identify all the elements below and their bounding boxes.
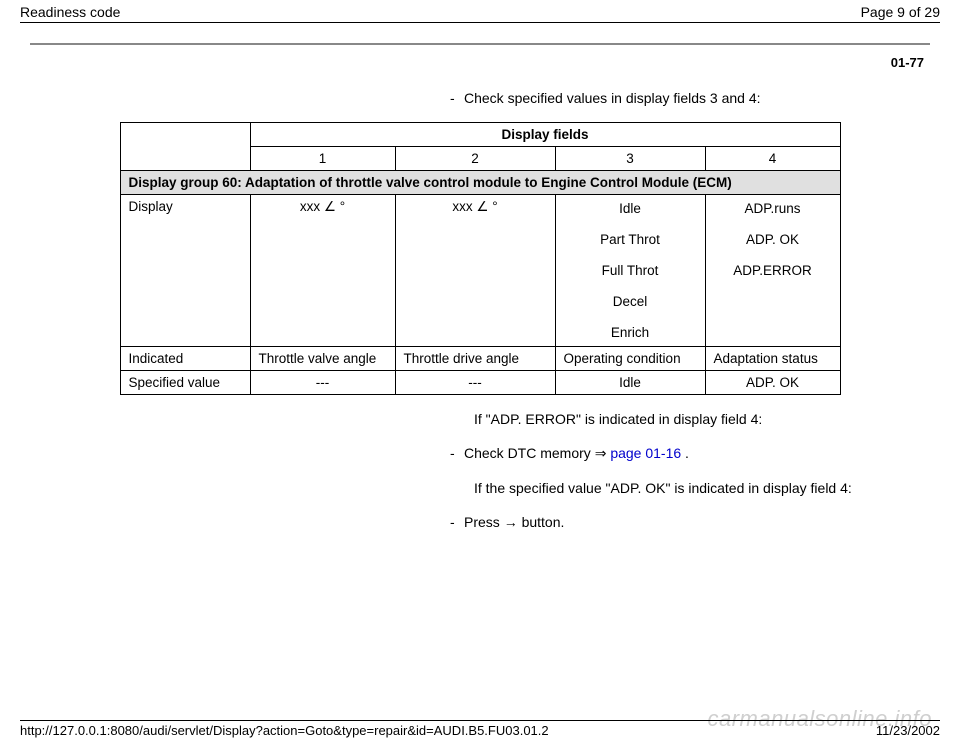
col-4: 4 (705, 147, 840, 171)
row-display-label: Display (120, 195, 250, 347)
row-display-c1: xxx ∠ ° (250, 195, 395, 347)
row-indicated-c2: Throttle drive angle (395, 347, 555, 371)
row-spec-c3: Idle (555, 371, 705, 395)
c3-v3: Decel (564, 292, 697, 323)
row-indicated-c1: Throttle valve angle (250, 347, 395, 371)
header-title: Readiness code (20, 4, 120, 20)
page-code: 01-77 (30, 55, 930, 70)
row-spec-c4: ADP. OK (705, 371, 840, 395)
c4-v1: ADP. OK (714, 230, 832, 261)
c4-v0: ADP.runs (714, 199, 832, 230)
row-spec-c1: --- (250, 371, 395, 395)
row-display-c3: Idle Part Throt Full Throt Decel Enrich (555, 195, 705, 347)
content-top-rule (30, 43, 930, 45)
bullet-dash: - (450, 445, 464, 462)
post-b2-pre: Press (464, 514, 504, 530)
post-p1: If "ADP. ERROR" is indicated in display … (450, 411, 930, 427)
c3-v4: Enrich (564, 323, 697, 342)
c4-v2: ADP.ERROR (714, 261, 832, 280)
row-display-c4: ADP.runs ADP. OK ADP.ERROR (705, 195, 840, 347)
row-indicated-c4: Adaptation status (705, 347, 840, 371)
row-indicated-c3: Operating condition (555, 347, 705, 371)
c3-v1: Part Throt (564, 230, 697, 261)
footer-date: 11/23/2002 (876, 723, 940, 738)
footer-url: http://127.0.0.1:8080/audi/servlet/Displ… (20, 723, 549, 738)
table-title: Display fields (250, 123, 840, 147)
right-arrow-icon: → (504, 514, 518, 530)
table-corner (120, 123, 250, 171)
post-b1-link[interactable]: page 01-16 (610, 445, 681, 461)
bullet-dash: - (450, 90, 464, 106)
row-spec-label: Specified value (120, 371, 250, 395)
row-indicated-label: Indicated (120, 347, 250, 371)
post-p2: If the specified value "ADP. OK" is indi… (450, 480, 930, 496)
display-fields-table: Display fields 1 2 3 4 Display group 60:… (120, 122, 841, 395)
col-3: 3 (555, 147, 705, 171)
col-1: 1 (250, 147, 395, 171)
header-page-of: Page 9 of 29 (861, 4, 940, 20)
c3-v2: Full Throt (564, 261, 697, 292)
post-b2-post: button. (518, 514, 565, 530)
intro-bullet-text: Check specified values in display fields… (464, 90, 930, 106)
bullet-dash: - (450, 514, 464, 530)
post-b1-pre: Check DTC memory (464, 445, 595, 461)
row-spec-c2: --- (395, 371, 555, 395)
post-b2: Press → button. (464, 514, 930, 530)
arrow-icon: ⇒ (595, 445, 607, 461)
group-row: Display group 60: Adaptation of throttle… (120, 171, 840, 195)
c3-v0: Idle (564, 199, 697, 230)
col-2: 2 (395, 147, 555, 171)
post-b1: Check DTC memory ⇒ page 01-16 . (464, 445, 930, 462)
post-b1-post: . (681, 445, 689, 461)
row-display-c2: xxx ∠ ° (395, 195, 555, 347)
